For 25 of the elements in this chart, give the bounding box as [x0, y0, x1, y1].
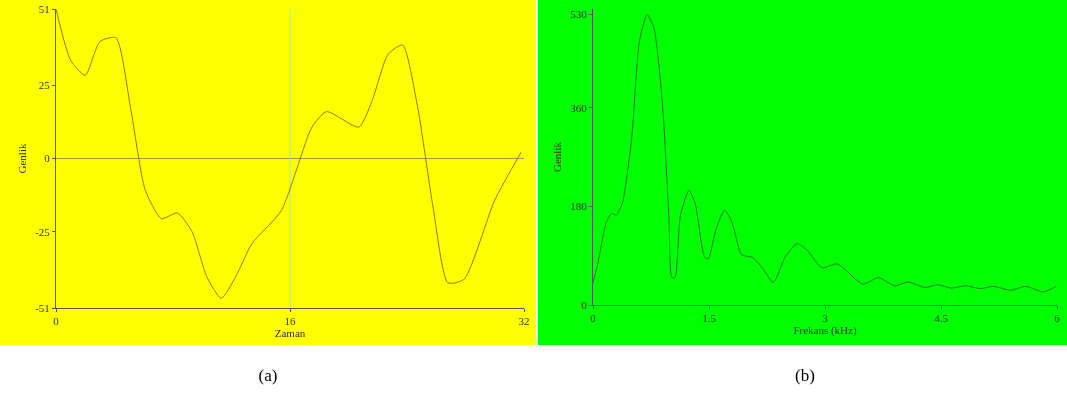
- y-axis-title: Genlik: [15, 143, 28, 174]
- x-axis-title: Frekans (kHz): [793, 324, 857, 338]
- x-tick-label: 3: [822, 312, 829, 325]
- y-tick-label: 180: [570, 200, 588, 213]
- y-tick-label: 25: [38, 79, 51, 92]
- line-series: [593, 13, 1057, 293]
- y-tick-label: -51: [35, 301, 50, 314]
- x-tick-label: 1.5: [702, 312, 717, 325]
- y-tick-label: 51: [38, 2, 50, 15]
- line-series: [56, 9, 522, 299]
- x-tick-label: 0: [53, 315, 60, 328]
- y-tick-label: 530: [570, 8, 588, 21]
- y-tick-label: 360: [570, 101, 588, 114]
- x-axis-title: Zaman: [274, 327, 306, 340]
- x-tick-label: 32: [518, 315, 530, 328]
- x-tick-label: 0: [590, 312, 597, 325]
- y-tick-label: 0: [581, 298, 588, 311]
- y-tick-label: 0: [44, 152, 51, 165]
- y-tick-label: -25: [35, 225, 51, 238]
- x-tick-label: 6: [1054, 312, 1061, 325]
- text: (b): [795, 366, 815, 386]
- x-tick-label: 16: [284, 315, 296, 328]
- y-axis-title: Genlik: [550, 141, 563, 172]
- text: (a): [258, 366, 278, 386]
- x-tick-label: 4.5: [934, 312, 949, 325]
